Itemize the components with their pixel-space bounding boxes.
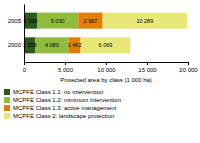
x-axis-title: Protected area by class (1 000 ha): [60, 77, 152, 83]
y-tick: 2000: [8, 42, 24, 48]
tick-mark: [147, 62, 148, 65]
legend-swatch: [4, 105, 10, 111]
axis-domain: [24, 5, 25, 63]
legend-swatch: [4, 97, 10, 103]
data-label: 2 967: [84, 18, 98, 24]
legend-swatch: [4, 113, 10, 119]
x-tick: 5 000: [58, 62, 74, 73]
legend-swatch: [4, 89, 10, 95]
axis-domain: [25, 63, 189, 66]
legend-label: MCPFE Class 1.1: no intervention: [13, 89, 103, 95]
y-tick: 2005: [8, 18, 24, 24]
tick-label: 2005: [8, 18, 22, 24]
x-tick: 15 000: [138, 62, 157, 73]
x-axis: 0 5 000 10 000 15 000 20 000: [23, 62, 199, 73]
legend-label: MCPFE Class 2: landscape protection: [13, 113, 114, 119]
y-axis: 2005 2000: [8, 5, 25, 63]
bar-segment: [24, 13, 37, 29]
data-label: 4 080: [45, 42, 59, 48]
tick-mark: [188, 62, 189, 65]
bar-segment: [35, 37, 68, 53]
tick-label: 20 000: [179, 67, 198, 73]
tick-label: 15 000: [138, 67, 157, 73]
bar-segment: [78, 13, 102, 29]
tick-label: 0: [23, 67, 27, 73]
x-tick: 20 000: [179, 62, 198, 73]
legend: MCPFE Class 1.1: no intervention MCPFE Cl…: [4, 89, 121, 119]
data-label: 5 030: [51, 18, 65, 24]
data-labels: 1 5905 0302 96710 2891 3584 0801 4626 06…: [23, 18, 154, 49]
x-tick: 0: [23, 62, 27, 73]
data-label: 1 590: [24, 18, 38, 24]
bar-segment: [37, 13, 78, 29]
legend-label: MCPFE Class 1.2: minimum intervention: [13, 97, 121, 103]
bars: [24, 13, 187, 54]
tick-label: 5 000: [58, 67, 74, 73]
data-label: 10 289: [136, 18, 153, 24]
legend-item: MCPFE Class 1.3: active management: [4, 105, 117, 111]
legend-item: MCPFE Class 1.1: no intervention: [4, 89, 103, 95]
legend-item: MCPFE Class 1.2: minimum intervention: [4, 97, 121, 103]
legend-item: MCPFE Class 2: landscape protection: [4, 113, 114, 119]
tick-label: 10 000: [97, 67, 116, 73]
bar-segment: [103, 13, 187, 29]
chart: 1 5905 0302 96710 2891 3584 0801 4626 06…: [0, 0, 200, 143]
bar-segment: [69, 37, 81, 53]
bar-segment: [81, 37, 131, 53]
tick-label: 2000: [8, 42, 22, 48]
data-label: 1 462: [68, 42, 82, 48]
tick-mark: [65, 62, 66, 65]
tick-mark: [106, 62, 107, 65]
data-label: 6 069: [99, 42, 113, 48]
x-tick: 10 000: [97, 62, 116, 73]
legend-label: MCPFE Class 1.3: active management: [13, 105, 117, 111]
